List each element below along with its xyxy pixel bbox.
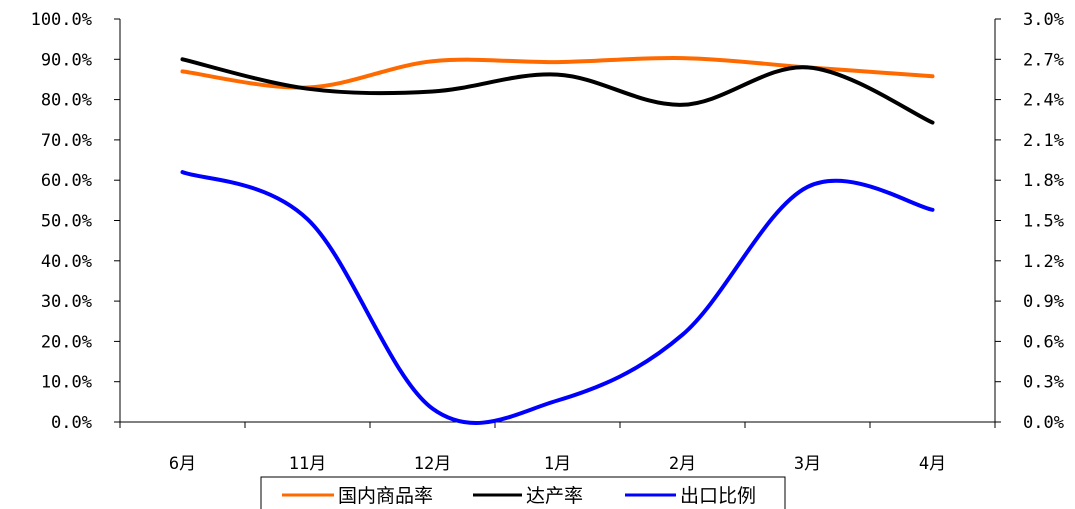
series-2-point <box>431 407 434 411</box>
left-tick-label: 50.0% <box>41 212 92 232</box>
right-tick-label: 0.9% <box>1023 292 1064 312</box>
series-1-point <box>181 57 184 61</box>
series-2-point <box>806 185 809 189</box>
left-tick-label: 90.0% <box>41 50 92 70</box>
series-1-point <box>431 90 434 94</box>
x-category-label: 12月 <box>414 454 451 474</box>
left-tick-label: 40.0% <box>41 252 92 272</box>
series-0-point <box>681 56 684 60</box>
series-0-point <box>181 69 184 73</box>
left-tick-label: 30.0% <box>41 292 92 312</box>
series-1-point <box>931 121 934 125</box>
right-tick-label: 0.3% <box>1023 373 1064 393</box>
series-line-1 <box>180 57 935 125</box>
series-line-2 <box>180 170 935 425</box>
series-2-point <box>181 170 184 174</box>
series-1-point <box>556 73 559 77</box>
right-tick-label: 1.5% <box>1023 212 1064 232</box>
right-tick-label: 1.2% <box>1023 252 1064 272</box>
x-category-label: 4月 <box>919 454 946 474</box>
series-lines <box>180 55 935 425</box>
legend-label-2: 出口比例 <box>680 485 756 507</box>
series-0-point <box>431 59 434 63</box>
series-0-point <box>556 60 559 64</box>
x-category-label: 2月 <box>669 454 696 474</box>
series-0-point <box>931 74 934 78</box>
legend: 国内商品率 达产率 出口比例 <box>260 476 786 509</box>
right-tick-label: 2.7% <box>1023 50 1064 70</box>
left-tick-label: 100.0% <box>31 10 92 30</box>
series-2-point <box>681 333 684 337</box>
left-tick-label: 60.0% <box>41 171 92 191</box>
right-tick-label: 0.0% <box>1023 413 1064 433</box>
x-category-label: 1月 <box>544 454 571 474</box>
series-2-point <box>306 217 309 221</box>
x-category-label: 11月 <box>289 454 326 474</box>
series-1-point <box>306 87 309 91</box>
left-tick-label: 0.0% <box>51 413 92 433</box>
left-tick-label: 20.0% <box>41 332 92 352</box>
left-tick-label: 70.0% <box>41 131 92 151</box>
right-tick-label: 3.0% <box>1023 10 1064 30</box>
series-2-point <box>556 399 559 403</box>
series-1-point <box>681 103 684 107</box>
right-tick-label: 0.6% <box>1023 332 1064 352</box>
series-2-point <box>931 208 934 212</box>
legend-label-0: 国内商品率 <box>338 485 433 507</box>
left-tick-label: 10.0% <box>41 373 92 393</box>
right-tick-label: 1.8% <box>1023 171 1064 191</box>
axes: 0.0% 10.0% 20.0% 30.0% 40.0% 50.0% 60.0% 70.0% 8… <box>31 10 1064 474</box>
x-category-label: 6月 <box>169 454 196 474</box>
left-tick-label: 80.0% <box>41 91 92 111</box>
series-1-point <box>806 65 809 69</box>
x-category-label: 3月 <box>794 454 821 474</box>
legend-label-1: 达产率 <box>526 485 583 507</box>
right-tick-label: 2.4% <box>1023 91 1064 111</box>
legend-box <box>260 476 786 509</box>
right-tick-label: 2.1% <box>1023 131 1064 151</box>
